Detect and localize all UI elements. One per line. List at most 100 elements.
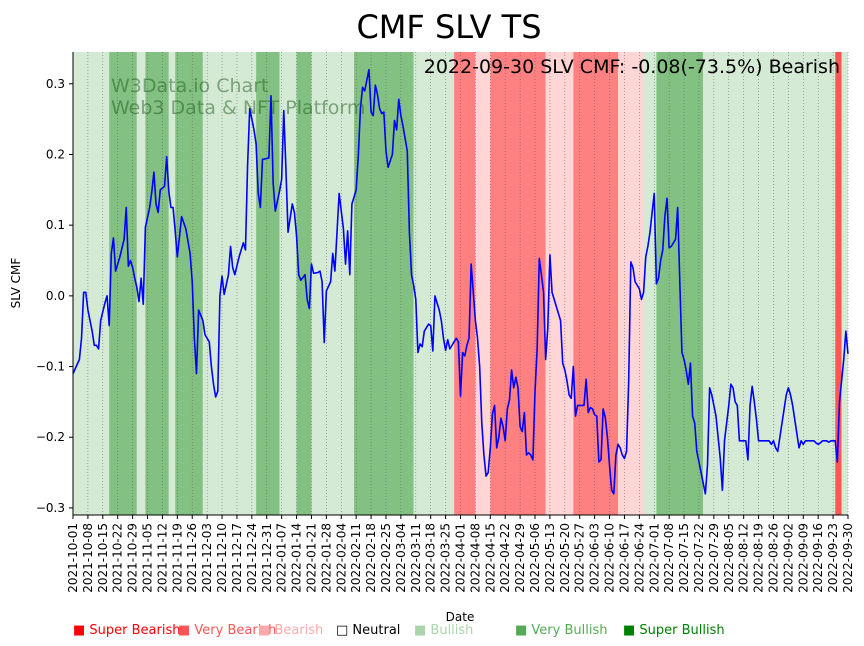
x-tick-label: 2022-05-27 bbox=[573, 523, 587, 593]
x-tick-label: 2021-12-03 bbox=[200, 523, 214, 593]
line-layer bbox=[72, 68, 849, 495]
x-tick-label: 2022-09-09 bbox=[796, 523, 810, 593]
legend-item: ■ Bullish bbox=[414, 623, 473, 638]
x-tick-label: 2022-06-17 bbox=[617, 523, 631, 593]
x-tick-label: 2021-11-26 bbox=[185, 523, 199, 593]
x-tick-label: 2021-10-01 bbox=[66, 523, 80, 593]
regime-band-bullish bbox=[703, 52, 836, 515]
x-tick-label: 2022-02-04 bbox=[334, 523, 348, 593]
y-tick-label: −0.2 bbox=[36, 430, 65, 444]
x-tick-label: 2022-07-22 bbox=[692, 523, 706, 593]
y-tick-label: 0.0 bbox=[46, 289, 65, 303]
legend-item: ■ Very Bearish bbox=[178, 623, 276, 638]
x-tick-label: 2022-09-23 bbox=[826, 523, 840, 593]
regime-band-very-bearish bbox=[454, 52, 476, 515]
x-tick-label: 2022-07-08 bbox=[662, 523, 676, 593]
watermark-line-2: Web3 Data & NFT Platform bbox=[111, 97, 365, 119]
x-tick-label: 2021-12-10 bbox=[215, 523, 229, 593]
x-tick-label: 2021-11-12 bbox=[155, 523, 169, 593]
x-tick-label: 2022-07-01 bbox=[647, 523, 661, 593]
regime-band-bullish bbox=[168, 52, 176, 515]
regime-band-super-bearish bbox=[835, 52, 842, 515]
x-tick-label: 2022-03-11 bbox=[409, 523, 423, 593]
legend-item: ■ Super Bearish bbox=[73, 623, 181, 638]
regime-band-very-bearish bbox=[573, 52, 584, 515]
x-tick-label: 2022-04-01 bbox=[454, 523, 468, 593]
x-tick-label: 2021-10-15 bbox=[96, 523, 110, 593]
x-tick-label: 2021-12-24 bbox=[245, 523, 259, 593]
x-tick-label: 2022-08-26 bbox=[766, 523, 780, 593]
y-axis-label: SLV CMF bbox=[9, 258, 23, 309]
x-tick-label: 2021-12-17 bbox=[230, 523, 244, 593]
x-tick-label: 2022-01-28 bbox=[319, 523, 333, 593]
x-tick-label: 2022-05-13 bbox=[543, 523, 557, 593]
x-tick-label: 2021-10-29 bbox=[126, 523, 140, 593]
x-tick-label: 2022-03-25 bbox=[439, 523, 453, 593]
x-tick-label: 2022-03-18 bbox=[424, 523, 438, 593]
x-tick-label: 2022-01-21 bbox=[304, 523, 318, 593]
regime-band-bullish bbox=[279, 52, 297, 515]
x-tick-label: 2022-05-06 bbox=[528, 523, 542, 593]
regime-band-very-bearish bbox=[490, 52, 546, 515]
regime-band-bearish bbox=[475, 52, 491, 515]
x-tick-label: 2022-09-16 bbox=[811, 523, 825, 593]
chart-title: CMF SLV TS bbox=[356, 8, 541, 46]
latest-value-annotation: 2022-09-30 SLV CMF: -0.08(-73.5%) Bearis… bbox=[424, 56, 840, 78]
x-tick-label: 2021-11-05 bbox=[141, 523, 155, 593]
regime-band-very-bullish bbox=[109, 52, 137, 515]
y-tick-label: −0.3 bbox=[36, 501, 65, 515]
x-tick-label: 2022-08-19 bbox=[752, 523, 766, 593]
regime-band-very-bullish bbox=[256, 52, 280, 515]
legend: ■ Super Bearish■ Very Bearish■ Bearish □ … bbox=[73, 623, 725, 638]
y-tick-label: 0.1 bbox=[46, 218, 65, 232]
regime-band-bullish bbox=[202, 52, 257, 515]
x-axis-label: Date bbox=[446, 610, 475, 624]
x-tick-label: 2022-08-05 bbox=[722, 523, 736, 593]
y-tick-label: 0.3 bbox=[46, 77, 65, 91]
regime-band-bullish bbox=[643, 52, 657, 515]
y-tick-label: −0.1 bbox=[36, 360, 65, 374]
x-tick-label: 2022-09-30 bbox=[841, 523, 855, 593]
legend-item: ■ Very Bullish bbox=[515, 623, 607, 638]
regime-band-very-bearish bbox=[583, 52, 619, 515]
cmf-series-line bbox=[72, 68, 849, 495]
regime-band-bullish bbox=[73, 52, 110, 515]
x-tick-label: 2021-10-08 bbox=[81, 523, 95, 593]
regime-band-very-bullish bbox=[296, 52, 312, 515]
x-tick-label: 2022-05-20 bbox=[558, 523, 572, 593]
x-tick-label: 2022-04-22 bbox=[498, 523, 512, 593]
regime-band-bullish bbox=[413, 52, 455, 515]
regime-band-very-bullish bbox=[175, 52, 203, 515]
x-tick-label: 2022-07-29 bbox=[707, 523, 721, 593]
watermark-line-1: W3Data.io Chart bbox=[111, 75, 268, 97]
x-tick-label: 2022-04-15 bbox=[483, 523, 497, 593]
regime-band-bullish bbox=[311, 52, 355, 515]
x-tick-label: 2022-02-25 bbox=[379, 523, 393, 593]
regime-band-bearish bbox=[545, 52, 574, 515]
x-tick-label: 2022-06-24 bbox=[632, 523, 646, 593]
x-tick-label: 2022-03-04 bbox=[394, 523, 408, 593]
legend-item: □ Neutral bbox=[336, 623, 400, 638]
x-tick-label: 2022-01-14 bbox=[290, 523, 304, 593]
text-layer: CMF SLV TS W3Data.io Chart Web3 Data & N… bbox=[9, 8, 840, 624]
x-tick-label: 2022-09-02 bbox=[781, 523, 795, 593]
x-tick-label: 2022-02-18 bbox=[364, 523, 378, 593]
regime-band-bullish bbox=[841, 52, 848, 515]
x-tick-label: 2022-02-11 bbox=[349, 523, 363, 593]
x-tick-label: 2022-06-10 bbox=[603, 523, 617, 593]
x-tick-label: 2022-07-15 bbox=[677, 523, 691, 593]
x-tick-label: 2022-06-03 bbox=[588, 523, 602, 593]
x-tick-label: 2022-08-12 bbox=[737, 523, 751, 593]
legend-item: ■ Bearish bbox=[258, 623, 323, 638]
x-tick-label: 2021-12-31 bbox=[260, 523, 274, 593]
x-tick-label: 2021-10-22 bbox=[111, 523, 125, 593]
legend-item: ■ Super Bullish bbox=[623, 623, 725, 638]
grid-layer bbox=[72, 52, 849, 515]
y-tick-label: 0.2 bbox=[46, 147, 65, 161]
x-tick-label: 2022-04-29 bbox=[513, 523, 527, 593]
regime-band-very-bullish bbox=[145, 52, 169, 515]
x-tick-label: 2022-01-07 bbox=[275, 523, 289, 593]
